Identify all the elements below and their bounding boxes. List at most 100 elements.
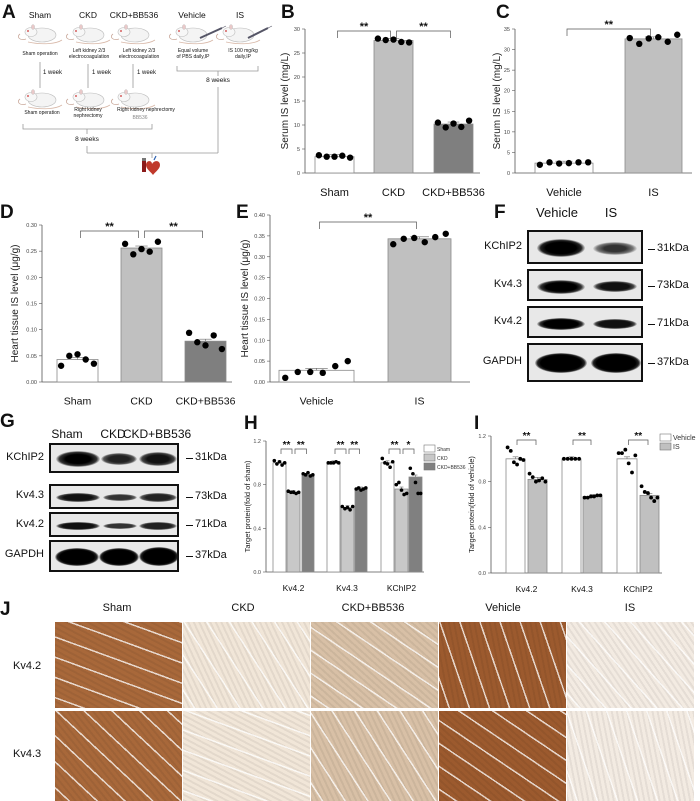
caption-ckd-step2: Right kidney nephrectomy — [73, 107, 103, 119]
data-point — [374, 35, 382, 42]
data-point — [652, 499, 657, 503]
blot-strip-kv4-2 — [527, 306, 643, 338]
data-point — [348, 507, 352, 512]
data-point — [340, 504, 345, 509]
caption-bb536-step1: Left kidney 2/3 electrocoagulation — [118, 48, 160, 60]
protein-label: Kv4.3 — [493, 278, 522, 290]
y-tick-label: 10 — [504, 130, 510, 136]
data-point — [390, 241, 397, 248]
category-label: KChIP2 — [623, 584, 653, 594]
mw-label: 31kDa — [648, 242, 689, 254]
y-tick-label: 35 — [504, 27, 510, 33]
data-point — [537, 478, 541, 483]
data-point — [562, 456, 566, 461]
data-point — [623, 447, 628, 452]
significance-bracket — [280, 448, 293, 454]
significance-label: ** — [419, 21, 428, 33]
data-point — [416, 491, 420, 496]
data-point — [82, 356, 89, 363]
rat-illustration — [65, 24, 111, 45]
row-label: Kv4.3 — [13, 748, 42, 760]
histology-image — [55, 622, 182, 708]
data-point — [598, 493, 603, 498]
data-point — [582, 495, 587, 500]
significance-bracket — [402, 448, 415, 454]
data-point — [592, 494, 596, 499]
y-tick-label: 5 — [507, 150, 510, 156]
blot-strip-gapdh — [527, 343, 643, 382]
data-point — [408, 466, 413, 471]
bar — [373, 40, 414, 174]
data-point — [458, 123, 465, 131]
significance-label: ** — [360, 21, 369, 33]
histology-image — [183, 622, 310, 708]
data-point — [388, 465, 392, 470]
data-point — [331, 153, 338, 160]
data-point — [289, 490, 293, 495]
y-tick-label: 0.8 — [478, 480, 486, 486]
significance-label: ** — [105, 221, 114, 233]
lane-label: CKD — [100, 427, 126, 441]
y-tick-label: 0.40 — [254, 213, 265, 219]
chart-panel-i: 0.0 0.4 0.8 1.2 Target protein(fold of vehic… — [467, 431, 696, 594]
protein-label: Kv4.2 — [493, 315, 522, 327]
data-point — [633, 453, 638, 458]
rat-illustration — [17, 24, 63, 45]
histology-image — [183, 711, 310, 801]
data-point — [282, 461, 287, 465]
data-point — [282, 374, 289, 382]
bar — [394, 488, 409, 573]
mw-label: 73kDa — [648, 279, 689, 291]
y-tick-label: 0.35 — [254, 234, 265, 240]
bar — [582, 496, 603, 574]
significance-label: ** — [283, 440, 291, 451]
duration-label-right: 8 weeks — [206, 77, 230, 84]
y-axis-label: Serum IS level (mg/L) — [492, 53, 503, 150]
mw-label: 31kDa — [186, 451, 227, 463]
y-axis-label: Heart tissue IS level (μg/g) — [240, 239, 251, 357]
y-tick-label: 0.15 — [26, 302, 37, 308]
data-point — [319, 369, 326, 377]
data-point — [546, 159, 553, 166]
data-point — [398, 38, 405, 46]
legend-swatch — [423, 444, 436, 453]
data-point — [518, 456, 523, 461]
significance-bracket — [294, 448, 307, 454]
data-point — [277, 459, 282, 464]
bar — [340, 507, 355, 573]
bar — [433, 123, 474, 174]
data-point — [385, 462, 390, 466]
y-tick-label: 0.20 — [26, 275, 37, 281]
category-label: CKD — [130, 395, 153, 407]
data-point — [530, 475, 535, 479]
histology-image — [311, 711, 438, 801]
data-point — [218, 345, 226, 353]
data-point — [382, 36, 389, 44]
data-point — [674, 31, 681, 38]
interval-label: 1 week — [92, 70, 112, 76]
lane-label: CKD+BB536 — [122, 427, 192, 441]
y-tick-label: 0.8 — [253, 483, 261, 489]
category-label: KChIP2 — [387, 583, 417, 593]
data-point — [450, 120, 457, 127]
mw-label: 73kDa — [186, 490, 227, 502]
y-tick-label: 25 — [294, 51, 300, 57]
data-point — [534, 479, 538, 484]
protein-label: Kv4.3 — [15, 489, 44, 501]
panel-label-f: F — [494, 202, 506, 223]
legend-label: CKD — [437, 456, 448, 462]
chart-panel-c: 0 5 10 15 20 25 30 35 Serum IS level (mg/L) Vehic… — [492, 19, 692, 199]
bar — [278, 369, 355, 383]
data-point — [74, 351, 81, 358]
data-point — [303, 473, 308, 477]
data-point — [315, 152, 323, 159]
data-point — [138, 245, 145, 253]
column-label: Vehicle — [485, 602, 521, 614]
histology-image — [439, 711, 566, 801]
data-point — [664, 38, 671, 45]
bar — [380, 462, 395, 573]
bar — [301, 474, 315, 573]
bar — [527, 478, 548, 574]
y-axis-label: Heart tissue IS level (μg/g) — [10, 244, 21, 362]
data-point — [311, 473, 315, 477]
